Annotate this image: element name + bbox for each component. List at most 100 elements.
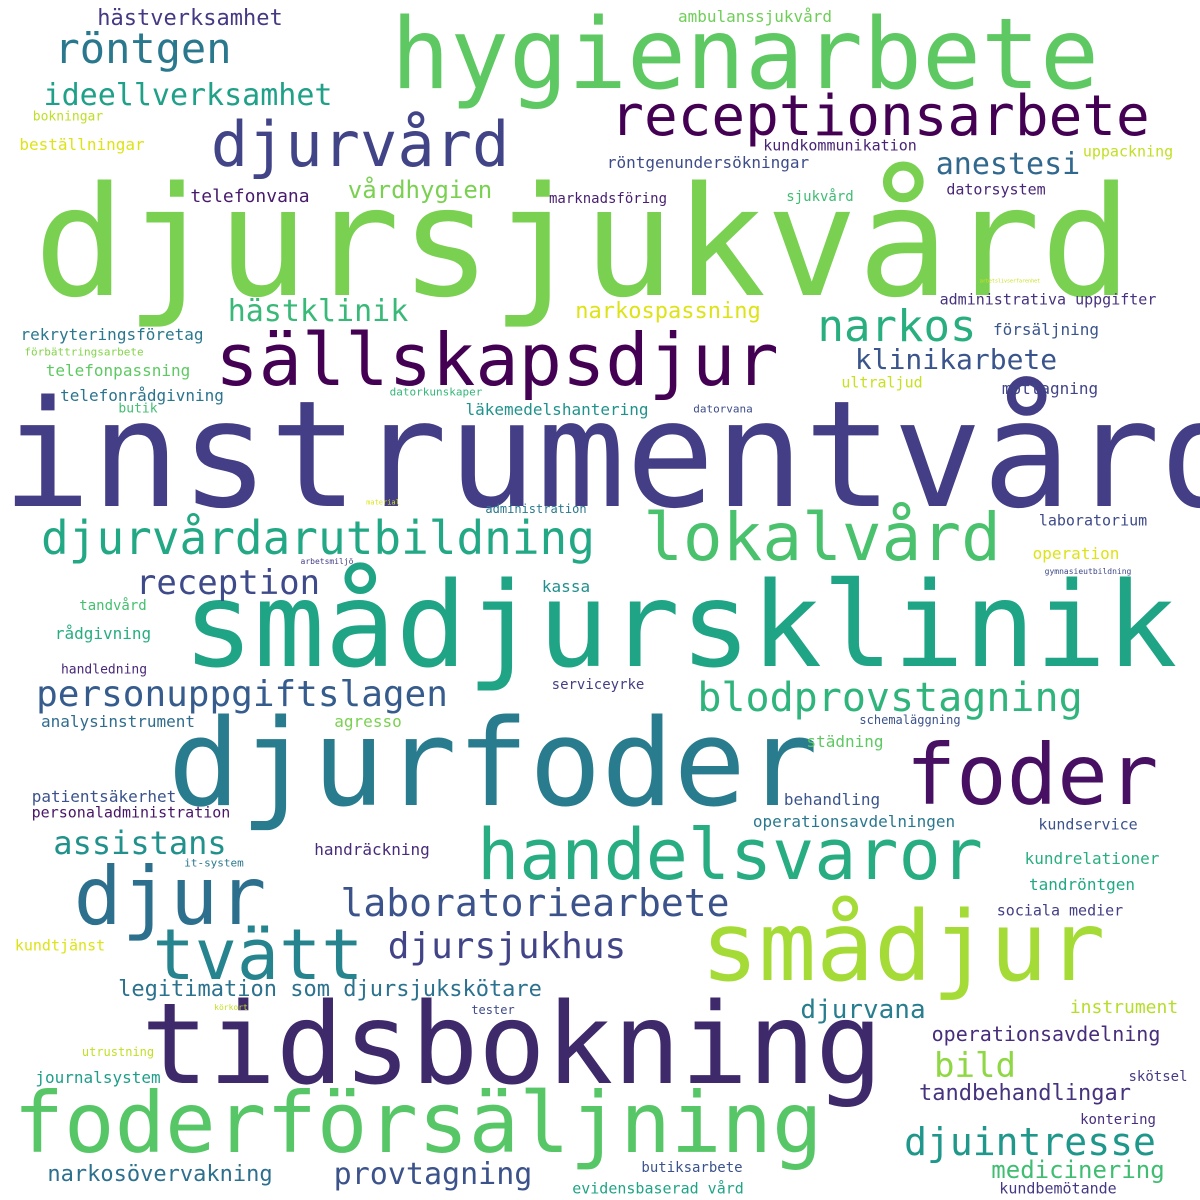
word: tidsbokning (141, 980, 883, 1110)
word: djurfoder (167, 695, 819, 834)
word: receptionsarbete (610, 84, 1150, 149)
word: personaladministration (31, 803, 231, 822)
word: agresso (334, 712, 402, 731)
word: djurvård (210, 108, 510, 181)
word: djur (73, 850, 267, 943)
word: kundkommunikation (763, 136, 917, 155)
word: analysinstrument (40, 712, 196, 731)
word: djurvana (800, 995, 926, 1025)
word: operationsavdelning (931, 1022, 1161, 1046)
word: tandvård (79, 598, 147, 614)
word: lokalvård (643, 499, 1001, 576)
word: mottagning (1001, 379, 1099, 398)
word: datorvana (693, 402, 753, 416)
word: behandling (783, 790, 881, 809)
word: arbetsmiljö (300, 557, 354, 566)
word: operation (1032, 544, 1120, 563)
word: hygienarbete (390, 0, 1100, 112)
word: evidensbaserad vård (572, 1179, 744, 1198)
word: vårdhygien (347, 176, 493, 204)
word: narkosövervakning (47, 1162, 273, 1187)
word: telefonrådgivning (60, 386, 224, 405)
word: blodprovstagning (697, 675, 1083, 721)
word: kundrelationer (1024, 849, 1160, 868)
word: laboratorium (1038, 511, 1148, 530)
word: sällskapsdjur (215, 318, 779, 402)
word: it-system (184, 856, 244, 870)
word: uppackning (1082, 142, 1174, 161)
word: legitimation som djursjukskötare (118, 977, 542, 1002)
word: foderförsäljning (13, 1074, 823, 1172)
word: datorsystem (946, 180, 1046, 199)
word: marknadsföring (548, 191, 668, 207)
word: assistans (53, 824, 227, 862)
word: narkos (817, 301, 977, 352)
word: sociala medier (996, 901, 1124, 920)
word: operationsavdelningen (752, 812, 956, 831)
word: kontering (1080, 1112, 1156, 1128)
word: skötsel (1128, 1069, 1188, 1085)
word: röntgen (54, 24, 232, 73)
word: foder (905, 726, 1159, 824)
word: beställningar (19, 135, 145, 154)
word: förbättringsarbete (24, 345, 144, 359)
word: telefonpassning (45, 361, 191, 380)
word: djuintresse (904, 1120, 1156, 1164)
word: laboratoriearbete (340, 881, 730, 925)
word: hästklinik (227, 294, 409, 329)
word: bokningar (32, 109, 104, 125)
word: tvätt (152, 914, 364, 996)
word: sjukvård (786, 189, 854, 205)
word: tester (471, 1003, 515, 1017)
word: handledning (60, 662, 148, 678)
word: smådjursklinik (182, 556, 1178, 694)
word: kundservice (1038, 815, 1138, 834)
word: tandbehandlingar (919, 1081, 1131, 1106)
word: ambulanssjukvård (677, 7, 833, 26)
word: rekryteringsföretag (20, 325, 204, 344)
word: ideellverksamhet (43, 78, 333, 113)
word: smådjur (700, 891, 1106, 1003)
word: kundbemötande (999, 1179, 1117, 1198)
word: utrustning (81, 1045, 155, 1059)
word: bild (934, 1046, 1016, 1086)
word: tandröntgen (1029, 875, 1135, 894)
word: djurvårdarutbildning (41, 511, 595, 565)
word: medicinering (991, 1156, 1165, 1184)
word: röntgenundersökningar (606, 153, 810, 172)
word: läkemedelshantering (465, 400, 649, 419)
word: journalsystem (35, 1068, 161, 1087)
word: ultraljud (841, 373, 923, 392)
word: kassa (541, 577, 591, 596)
word: material (366, 498, 400, 507)
word: arbetslivserfarenhet (979, 278, 1041, 285)
word: djursjukhus (387, 926, 627, 967)
word: handelsvaror (477, 814, 983, 896)
word: handräckning (314, 840, 430, 859)
word: gymnasieutbildning (1044, 567, 1132, 576)
word: anestesi (935, 147, 1081, 182)
word: hästverksamhet (97, 6, 283, 31)
word: reception (135, 563, 321, 603)
word: provtagning (333, 1157, 533, 1192)
word: narkospassning (575, 299, 761, 324)
word: butik (118, 401, 158, 417)
word: rådgivning (54, 624, 152, 643)
word: patientsäkerhet (31, 787, 177, 806)
word: djursjukvård (33, 154, 1133, 331)
word: datorkunskaper (389, 385, 483, 399)
word: försäljning (993, 320, 1099, 339)
word: städning (806, 732, 884, 751)
word: butiksarbete (641, 1160, 743, 1176)
word: instrumentvård (1, 369, 1200, 541)
word: administration (485, 502, 587, 516)
word: körkort (214, 1003, 248, 1012)
word: instrument (1069, 997, 1179, 1018)
word: administrativa uppgifter (939, 290, 1157, 309)
word: klinikarbete (854, 343, 1058, 376)
word: serviceyrke (551, 677, 645, 693)
word: schemaläggning (859, 713, 961, 727)
word: kundtjänst (14, 936, 106, 955)
word: telefonvana (190, 186, 310, 207)
